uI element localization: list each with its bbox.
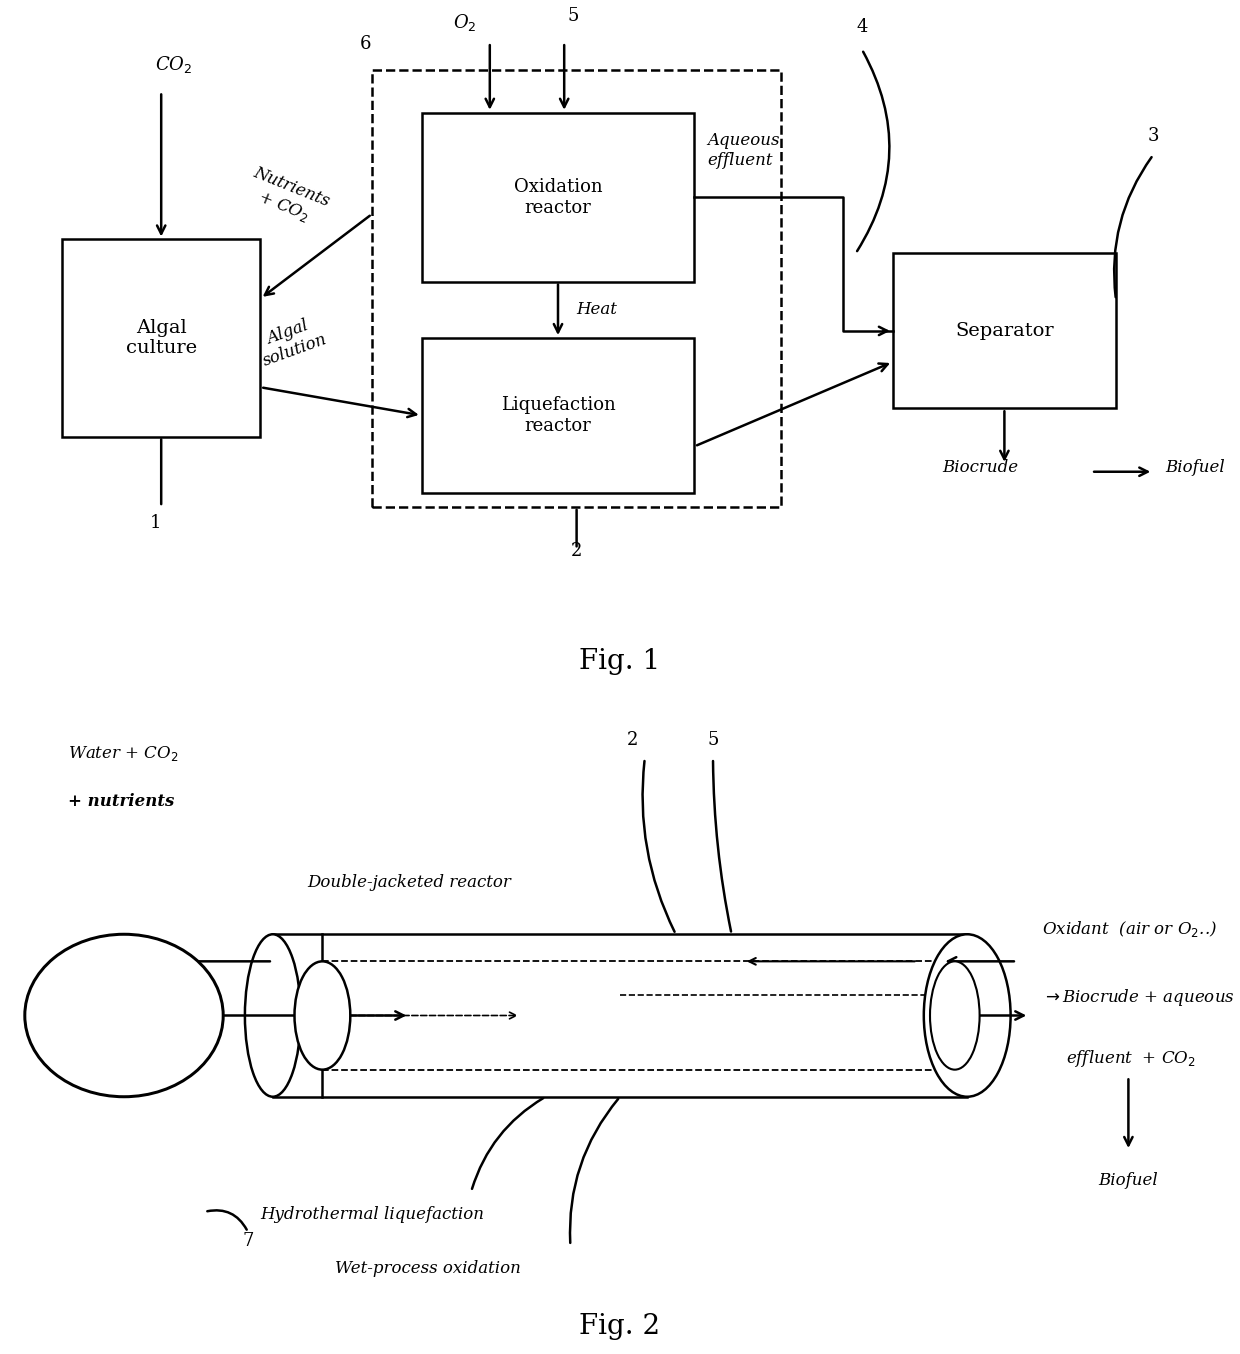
Text: Hydrothermal liquefaction: Hydrothermal liquefaction — [260, 1205, 484, 1223]
Ellipse shape — [295, 961, 351, 1070]
Text: Nutrients
+ CO$_2$: Nutrients + CO$_2$ — [243, 164, 332, 230]
Text: Algal
culture: Algal culture — [125, 318, 197, 357]
Text: Heat: Heat — [577, 302, 618, 318]
Text: Liquefaction
reactor: Liquefaction reactor — [501, 395, 615, 435]
Text: Fig. 1: Fig. 1 — [579, 649, 661, 676]
Text: Biofuel: Biofuel — [1099, 1171, 1158, 1189]
Text: Water + CO$_2$: Water + CO$_2$ — [68, 745, 179, 764]
Ellipse shape — [924, 934, 1011, 1097]
Text: 5: 5 — [567, 7, 579, 26]
Text: Wet-process oxidation: Wet-process oxidation — [335, 1259, 521, 1277]
Text: 4: 4 — [856, 18, 868, 35]
Text: 2: 2 — [570, 542, 583, 561]
Text: 5: 5 — [707, 731, 719, 749]
Text: Separator: Separator — [955, 322, 1054, 340]
Ellipse shape — [244, 934, 300, 1097]
Text: 2: 2 — [626, 731, 639, 749]
Text: + nutrients: + nutrients — [68, 792, 175, 810]
Ellipse shape — [25, 934, 223, 1097]
Text: Biofuel: Biofuel — [1166, 459, 1225, 475]
Text: Aqueous
effluent: Aqueous effluent — [707, 133, 779, 169]
Text: Biocrude: Biocrude — [942, 459, 1018, 475]
FancyBboxPatch shape — [422, 338, 694, 493]
Text: 1: 1 — [149, 515, 161, 532]
Text: 7: 7 — [242, 1232, 254, 1250]
Text: $\rightarrow$Biocrude + aqueous: $\rightarrow$Biocrude + aqueous — [1042, 987, 1234, 1007]
Text: effluent  + CO$_2$: effluent + CO$_2$ — [1066, 1048, 1197, 1068]
Text: Algal
solution: Algal solution — [93, 1001, 155, 1030]
FancyBboxPatch shape — [893, 253, 1116, 409]
FancyBboxPatch shape — [422, 112, 694, 282]
Text: Oxidant  (air or O$_2$..): Oxidant (air or O$_2$..) — [1042, 919, 1216, 940]
Text: Fig. 2: Fig. 2 — [579, 1313, 661, 1340]
Text: O$_2$: O$_2$ — [453, 12, 477, 32]
Text: Oxidation
reactor: Oxidation reactor — [513, 177, 603, 217]
Ellipse shape — [930, 961, 980, 1070]
Text: Algal
solution: Algal solution — [253, 313, 330, 370]
FancyBboxPatch shape — [273, 934, 967, 1097]
Text: Double-jacketed reactor: Double-jacketed reactor — [308, 873, 511, 891]
Text: CO$_2$: CO$_2$ — [155, 54, 192, 76]
FancyBboxPatch shape — [62, 240, 260, 436]
Text: 3: 3 — [1147, 127, 1159, 145]
Text: 6: 6 — [360, 35, 372, 53]
